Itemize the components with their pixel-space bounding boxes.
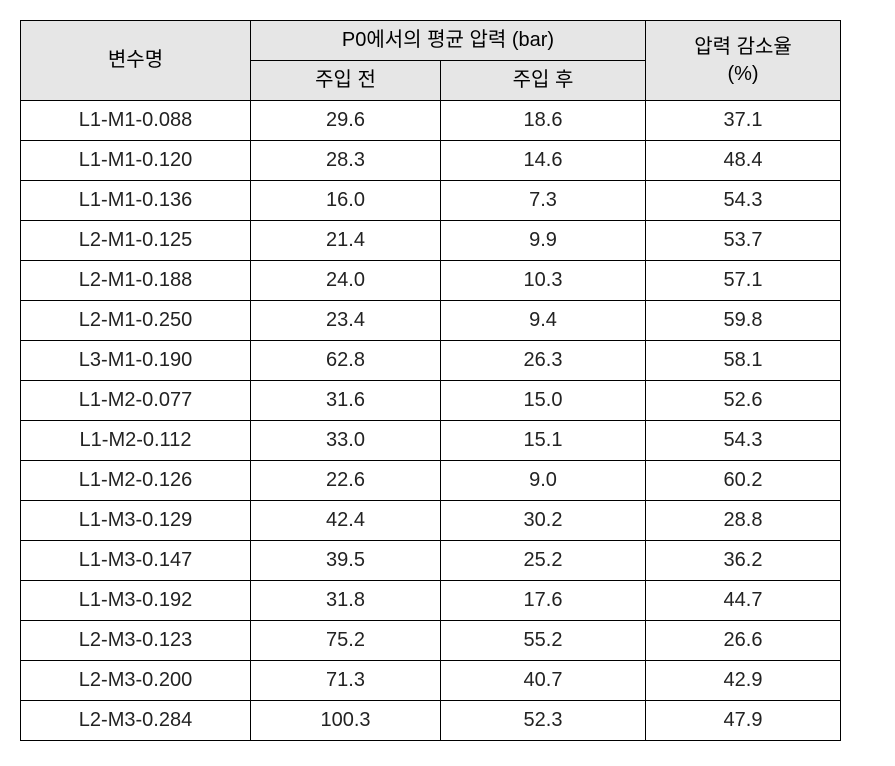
table-header-row-1: 변수명 P0에서의 평균 압력 (bar) 압력 감소율 (%)	[21, 21, 841, 61]
cell-rate: 37.1	[646, 101, 841, 141]
cell-after: 30.2	[441, 501, 646, 541]
cell-variable: L1-M2-0.112	[21, 421, 251, 461]
table-row: L1-M2-0.11233.015.154.3	[21, 421, 841, 461]
cell-variable: L1-M3-0.192	[21, 581, 251, 621]
table-row: L2-M3-0.284100.352.347.9	[21, 701, 841, 741]
cell-variable: L1-M2-0.126	[21, 461, 251, 501]
cell-before: 75.2	[251, 621, 441, 661]
header-reduction-line2: (%)	[727, 63, 758, 85]
table-row: L1-M1-0.13616.07.354.3	[21, 181, 841, 221]
cell-after: 25.2	[441, 541, 646, 581]
cell-rate: 58.1	[646, 341, 841, 381]
cell-rate: 53.7	[646, 221, 841, 261]
cell-variable: L1-M2-0.077	[21, 381, 251, 421]
table-row: L2-M1-0.12521.49.953.7	[21, 221, 841, 261]
cell-variable: L1-M3-0.129	[21, 501, 251, 541]
cell-after: 7.3	[441, 181, 646, 221]
cell-before: 42.4	[251, 501, 441, 541]
cell-before: 62.8	[251, 341, 441, 381]
cell-after: 14.6	[441, 141, 646, 181]
cell-variable: L1-M1-0.088	[21, 101, 251, 141]
table-body: L1-M1-0.08829.618.637.1L1-M1-0.12028.314…	[21, 101, 841, 741]
cell-rate: 47.9	[646, 701, 841, 741]
cell-rate: 36.2	[646, 541, 841, 581]
pressure-table-container: 변수명 P0에서의 평균 압력 (bar) 압력 감소율 (%) 주입 전 주입…	[20, 20, 841, 741]
header-variable: 변수명	[21, 21, 251, 101]
table-row: L1-M1-0.12028.314.648.4	[21, 141, 841, 181]
cell-rate: 54.3	[646, 421, 841, 461]
cell-before: 21.4	[251, 221, 441, 261]
cell-variable: L2-M1-0.250	[21, 301, 251, 341]
header-pressure-group: P0에서의 평균 압력 (bar)	[251, 21, 646, 61]
table-row: L1-M2-0.12622.69.060.2	[21, 461, 841, 501]
cell-variable: L1-M1-0.136	[21, 181, 251, 221]
cell-after: 9.4	[441, 301, 646, 341]
cell-rate: 57.1	[646, 261, 841, 301]
pressure-table: 변수명 P0에서의 평균 압력 (bar) 압력 감소율 (%) 주입 전 주입…	[20, 20, 841, 741]
cell-rate: 42.9	[646, 661, 841, 701]
cell-variable: L2-M3-0.284	[21, 701, 251, 741]
cell-before: 24.0	[251, 261, 441, 301]
table-row: L2-M1-0.18824.010.357.1	[21, 261, 841, 301]
header-before: 주입 전	[251, 61, 441, 101]
cell-after: 18.6	[441, 101, 646, 141]
table-row: L1-M3-0.12942.430.228.8	[21, 501, 841, 541]
cell-variable: L1-M3-0.147	[21, 541, 251, 581]
cell-before: 31.6	[251, 381, 441, 421]
cell-rate: 26.6	[646, 621, 841, 661]
cell-after: 55.2	[441, 621, 646, 661]
table-row: L2-M3-0.20071.340.742.9	[21, 661, 841, 701]
cell-after: 17.6	[441, 581, 646, 621]
cell-before: 39.5	[251, 541, 441, 581]
cell-variable: L2-M1-0.188	[21, 261, 251, 301]
cell-before: 16.0	[251, 181, 441, 221]
cell-rate: 48.4	[646, 141, 841, 181]
table-row: L1-M3-0.19231.817.644.7	[21, 581, 841, 621]
cell-before: 33.0	[251, 421, 441, 461]
cell-before: 31.8	[251, 581, 441, 621]
cell-before: 100.3	[251, 701, 441, 741]
cell-variable: L2-M1-0.125	[21, 221, 251, 261]
cell-after: 40.7	[441, 661, 646, 701]
table-row: L3-M1-0.19062.826.358.1	[21, 341, 841, 381]
cell-after: 15.1	[441, 421, 646, 461]
header-reduction-line1: 압력 감소율	[694, 36, 792, 58]
cell-before: 23.4	[251, 301, 441, 341]
cell-before: 22.6	[251, 461, 441, 501]
cell-rate: 28.8	[646, 501, 841, 541]
cell-after: 9.0	[441, 461, 646, 501]
cell-before: 29.6	[251, 101, 441, 141]
cell-variable: L2-M3-0.123	[21, 621, 251, 661]
cell-after: 26.3	[441, 341, 646, 381]
cell-variable: L2-M3-0.200	[21, 661, 251, 701]
header-after: 주입 후	[441, 61, 646, 101]
table-row: L2-M3-0.12375.255.226.6	[21, 621, 841, 661]
cell-after: 15.0	[441, 381, 646, 421]
table-row: L1-M1-0.08829.618.637.1	[21, 101, 841, 141]
cell-rate: 60.2	[646, 461, 841, 501]
cell-rate: 44.7	[646, 581, 841, 621]
table-row: L1-M2-0.07731.615.052.6	[21, 381, 841, 421]
table-row: L2-M1-0.25023.49.459.8	[21, 301, 841, 341]
cell-variable: L3-M1-0.190	[21, 341, 251, 381]
cell-after: 9.9	[441, 221, 646, 261]
cell-after: 10.3	[441, 261, 646, 301]
cell-before: 71.3	[251, 661, 441, 701]
cell-before: 28.3	[251, 141, 441, 181]
cell-rate: 54.3	[646, 181, 841, 221]
header-reduction: 압력 감소율 (%)	[646, 21, 841, 101]
cell-after: 52.3	[441, 701, 646, 741]
table-row: L1-M3-0.14739.525.236.2	[21, 541, 841, 581]
cell-rate: 52.6	[646, 381, 841, 421]
cell-variable: L1-M1-0.120	[21, 141, 251, 181]
cell-rate: 59.8	[646, 301, 841, 341]
